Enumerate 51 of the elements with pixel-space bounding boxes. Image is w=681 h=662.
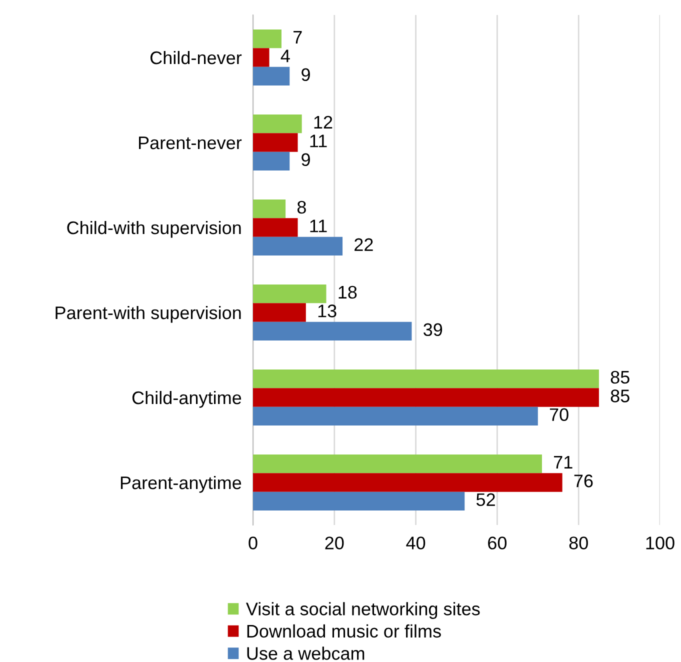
y-tick-label: Parent-never [139, 136, 242, 150]
bar [253, 114, 302, 134]
bar [253, 199, 286, 218]
bar [253, 369, 599, 388]
legend-label: Visit a social networking sites [246, 602, 480, 619]
bar [253, 303, 306, 322]
data-label: 71 [554, 456, 572, 468]
legend-label: Use a webcam [247, 646, 364, 660]
bar [253, 133, 298, 152]
data-label: 18 [338, 286, 357, 299]
y-tick-label: Parent-anytime [120, 476, 242, 493]
data-label: 9 [302, 153, 310, 166]
bar [253, 236, 343, 256]
x-tick-label: 80 [569, 536, 588, 550]
bar [253, 406, 538, 426]
data-label: 11 [310, 220, 327, 232]
data-label: 52 [476, 493, 495, 506]
data-label: 7 [294, 31, 302, 44]
data-label: 9 [302, 68, 310, 82]
data-label: 8 [297, 200, 306, 214]
data-label: 4 [280, 50, 290, 62]
x-tick-label: 100 [646, 536, 674, 550]
data-label: 76 [574, 474, 593, 488]
data-label: 70 [550, 408, 568, 422]
y-tick-label: Child-with supervision [67, 220, 241, 238]
data-label: 85 [610, 370, 630, 384]
bar [253, 284, 326, 304]
legend-label: Download music or films [247, 624, 441, 638]
data-label: 11 [310, 134, 327, 148]
data-label: 13 [318, 304, 336, 318]
x-tick-label: 40 [406, 536, 426, 550]
bar [253, 66, 290, 86]
bar [253, 218, 298, 237]
bar [253, 388, 599, 407]
y-tick-label: Child-never [150, 50, 242, 64]
bar [253, 152, 290, 171]
bar [253, 29, 282, 48]
bar [253, 454, 542, 474]
bar [253, 322, 412, 341]
data-label: 22 [354, 238, 373, 251]
bar [253, 473, 562, 492]
data-label: 85 [610, 390, 630, 402]
x-tick-label: 60 [488, 536, 507, 550]
data-label: 39 [424, 323, 442, 336]
bar [253, 48, 270, 67]
x-tick-label: 0 [248, 536, 258, 550]
bar [253, 492, 465, 511]
x-tick-label: 20 [325, 536, 344, 550]
y-tick-label: Parent-with supervision [56, 306, 241, 323]
data-label: 12 [314, 116, 332, 128]
y-tick-label: Child-anytime [132, 390, 242, 408]
